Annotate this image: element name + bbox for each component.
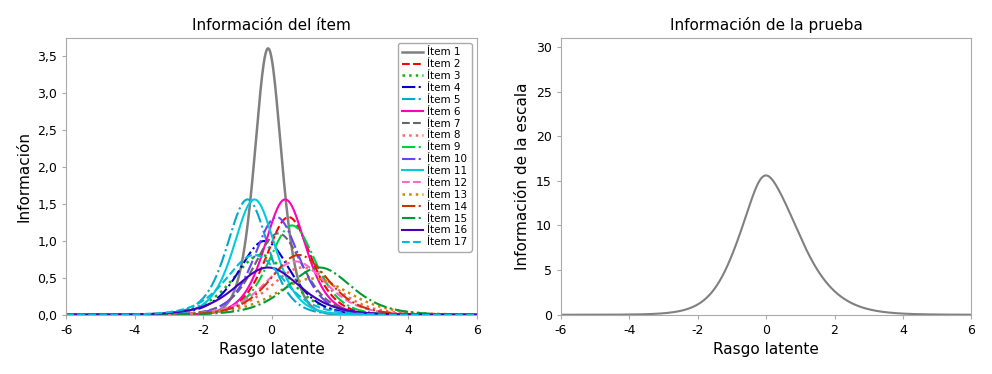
X-axis label: Rasgo latente: Rasgo latente	[218, 342, 324, 357]
Title: Información del ítem: Información del ítem	[192, 18, 351, 33]
X-axis label: Rasgo latente: Rasgo latente	[713, 342, 819, 357]
Y-axis label: Información: Información	[17, 131, 32, 222]
Legend: Ítem 1, Ítem 2, Ítem 3, Ítem 4, Ítem 5, Ítem 6, Ítem 7, Ítem 8, Ítem 9, Ítem 10,: Ítem 1, Ítem 2, Ítem 3, Ítem 4, Ítem 5, …	[398, 43, 471, 252]
Title: Información de la prueba: Información de la prueba	[670, 17, 863, 33]
Y-axis label: Información de la escala: Información de la escala	[516, 83, 531, 270]
